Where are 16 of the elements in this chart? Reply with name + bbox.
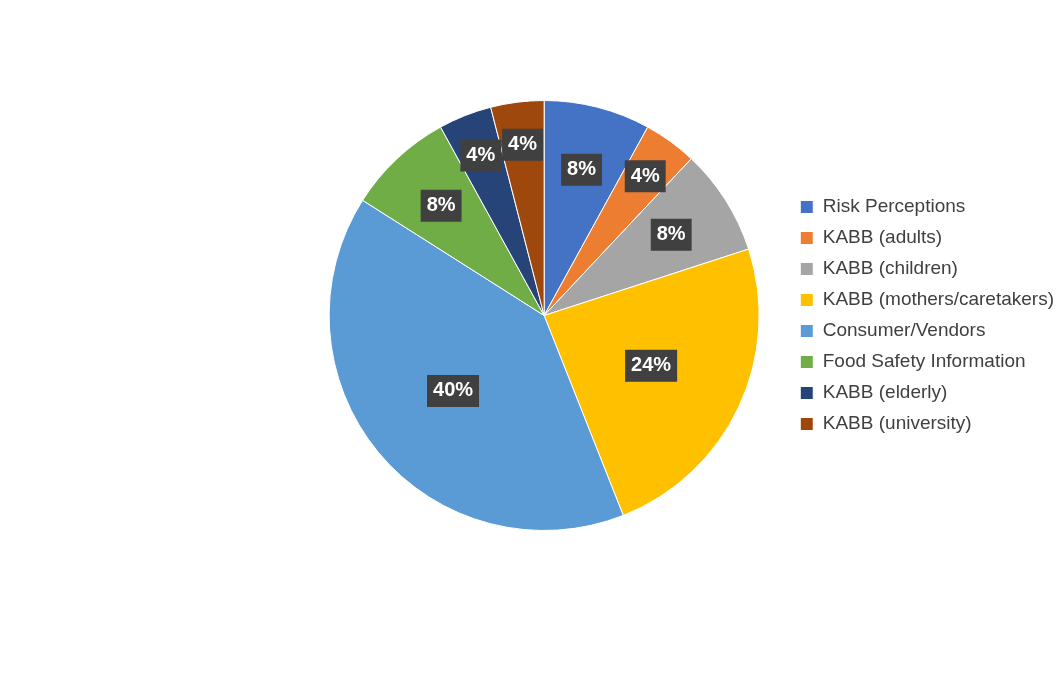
- data-label: 4%: [508, 132, 538, 155]
- legend-label: Consumer/Vendors: [822, 319, 986, 341]
- legend-label: KABB (children): [822, 257, 958, 279]
- data-label: 40%: [433, 378, 474, 401]
- legend-label: Risk Perceptions: [822, 195, 966, 217]
- data-label: 8%: [656, 222, 686, 245]
- legend-label: KABB (elderly): [822, 381, 948, 403]
- legend-label: KABB (university): [822, 412, 972, 434]
- data-label: 24%: [631, 353, 672, 376]
- legend-label: KABB (mothers/caretakers): [822, 288, 1055, 310]
- data-label: 8%: [426, 193, 456, 216]
- data-label: 4%: [630, 163, 660, 186]
- data-label: 8%: [567, 157, 597, 180]
- legend-label: Food Safety Information: [822, 350, 1026, 372]
- data-label: 4%: [466, 143, 496, 166]
- legend-label: KABB (adults): [822, 226, 943, 248]
